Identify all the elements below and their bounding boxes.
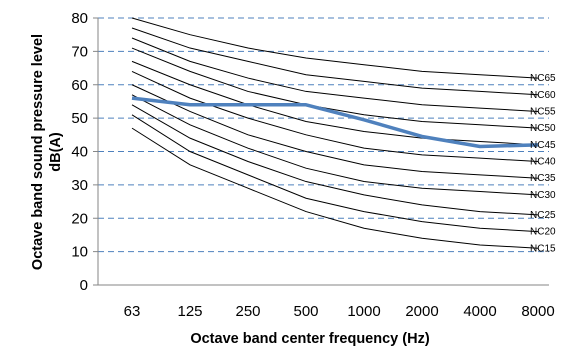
grid-lines	[98, 17, 549, 253]
label-nc50: NC50	[530, 123, 556, 134]
y-tick-label-80: 80	[71, 10, 88, 27]
curve-nc35	[131, 84, 539, 179]
curve-nc45	[131, 60, 539, 146]
measured-series	[131, 96, 539, 149]
x-tick-label-8000: 8000	[521, 303, 554, 320]
nc-curve-labels: NC15 NC20 NC25 NC30 NC35 NC40 NC45 NC50 NC55 NC60…	[530, 73, 556, 254]
y-tick-label-10: 10	[71, 244, 88, 261]
curve-nc60	[131, 27, 539, 96]
x-tick-label-2000: 2000	[405, 303, 438, 320]
x-tick-labels: 63 125 250 500 1000 2000 4000 8000	[124, 303, 555, 320]
x-axis-title: Octave band center frequency (Hz)	[190, 331, 429, 347]
label-nc15: NC15	[530, 243, 556, 254]
curve-nc15	[131, 127, 539, 249]
curve-nc55	[131, 37, 539, 112]
x-tick-label-125: 125	[177, 303, 202, 320]
y-tick-label-70: 70	[71, 43, 88, 60]
y-tick-label-30: 30	[71, 177, 88, 194]
y-axis-title-line2: dB(A)	[48, 132, 64, 172]
label-nc60: NC60	[530, 90, 556, 101]
x-tick-label-4000: 4000	[463, 303, 496, 320]
label-nc40: NC40	[530, 157, 556, 168]
label-nc20: NC20	[530, 227, 556, 238]
x-tick-label-500: 500	[293, 303, 318, 320]
x-tick-label-63: 63	[124, 303, 141, 320]
curve-nc20	[131, 114, 539, 233]
y-tick-label-50: 50	[71, 110, 88, 127]
y-axis-title-line1: Octave band sound pressure level	[30, 34, 46, 270]
curve-nc40	[131, 70, 539, 163]
label-nc45: NC45	[530, 140, 556, 151]
measured-spectrum-line	[131, 96, 539, 149]
y-tick-label-60: 60	[71, 77, 88, 94]
label-nc55: NC55	[530, 106, 556, 117]
y-tick-label-0: 0	[80, 277, 88, 294]
y-tick-label-40: 40	[71, 144, 88, 161]
x-tick-label-1000: 1000	[347, 303, 380, 320]
x-tick-label-250: 250	[235, 303, 260, 320]
curve-nc30	[131, 94, 539, 196]
nc-curves	[131, 17, 539, 249]
axes	[93, 17, 549, 286]
label-nc30: NC30	[530, 190, 556, 201]
label-nc35: NC35	[530, 173, 556, 184]
curve-nc65	[131, 17, 539, 79]
curve-nc50	[131, 47, 539, 129]
y-tick-labels: 0 10 20 30 40 50 60 70 80	[71, 10, 88, 294]
label-nc25: NC25	[530, 210, 556, 221]
y-tick-label-20: 20	[71, 210, 88, 227]
label-nc65: NC65	[530, 73, 556, 84]
curve-nc25	[131, 104, 539, 216]
